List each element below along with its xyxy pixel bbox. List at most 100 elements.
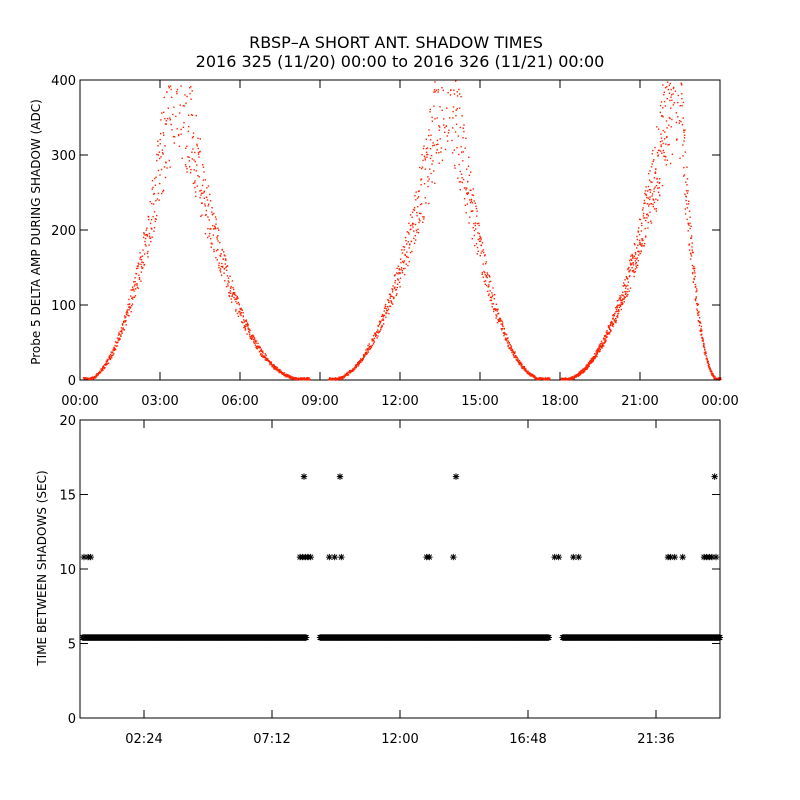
panel1-point	[653, 201, 656, 204]
panel1-point	[705, 352, 707, 354]
panel1-point	[85, 377, 88, 379]
panel1-point	[675, 112, 677, 114]
panel1-point	[634, 271, 636, 273]
panel1-point	[627, 293, 629, 296]
panel1-point	[276, 370, 278, 372]
panel1-point	[429, 168, 431, 170]
panel1-point	[459, 170, 461, 173]
panel1-point	[637, 244, 639, 246]
panel1-point	[604, 340, 606, 342]
panel1-point	[693, 270, 696, 272]
panel1-point	[619, 304, 622, 307]
panel1-point	[105, 363, 107, 365]
panel1-point	[374, 332, 377, 334]
panel1-point	[109, 358, 112, 361]
panel1-point	[260, 353, 262, 355]
panel1-point	[685, 181, 687, 183]
panel1-point	[220, 271, 222, 273]
panel1-point	[607, 333, 609, 335]
panel1-point	[606, 332, 608, 335]
panel1-point	[390, 300, 392, 302]
double-spacing-marker	[712, 553, 720, 561]
panel1-point	[474, 224, 476, 227]
double-spacing-marker	[326, 553, 333, 561]
panel1-point	[233, 288, 235, 291]
panel1-point	[208, 235, 210, 237]
panel1-point	[685, 199, 687, 202]
panel1-point	[475, 228, 477, 230]
panel1-point	[563, 377, 565, 380]
panel1-point	[147, 250, 149, 253]
panel1-point	[423, 218, 425, 220]
panel1-point	[226, 275, 229, 277]
panel1-point	[473, 234, 475, 237]
panel1-point	[652, 205, 654, 208]
panel1-point	[452, 106, 455, 108]
panel1-point	[358, 363, 360, 365]
panel1-point	[125, 316, 127, 318]
panel1-point	[718, 378, 720, 380]
panel1-point	[207, 216, 209, 218]
panel1-point	[217, 235, 219, 237]
panel1-point	[164, 118, 166, 120]
panel1-point	[618, 304, 620, 307]
panel1-point	[709, 368, 711, 371]
panel1-point	[695, 285, 697, 288]
panel1-point	[489, 296, 492, 298]
panel1-point	[373, 340, 375, 342]
panel1-point	[544, 377, 547, 379]
panel1-point	[622, 294, 624, 296]
panel1-point	[611, 325, 613, 327]
panel1-point	[397, 278, 399, 280]
panel1-point	[429, 139, 432, 141]
panel1-point	[102, 365, 105, 367]
panel1-point	[393, 275, 396, 277]
panel1-point	[698, 320, 700, 323]
panel1-point	[220, 265, 223, 268]
panel1-point	[162, 189, 165, 192]
panel1-point	[644, 217, 646, 219]
panel1-point	[500, 328, 502, 330]
panel1-point	[263, 355, 265, 357]
panel1-point	[632, 257, 634, 259]
panel1-point	[239, 313, 242, 315]
panel1-point	[163, 166, 166, 168]
panel1-point	[402, 246, 405, 248]
panel1-point	[309, 378, 311, 381]
panel1-point	[479, 240, 482, 242]
panel1-point	[436, 149, 438, 151]
panel1-point	[698, 314, 700, 316]
panel1-point	[513, 354, 515, 357]
panel1-point	[120, 327, 123, 329]
panel1-point	[668, 92, 671, 94]
panel1-point	[214, 228, 216, 230]
panel1-point	[242, 312, 244, 314]
panel1-point	[700, 330, 703, 332]
panel1-point	[468, 156, 470, 158]
panel1-point	[408, 247, 410, 249]
panel1-point	[235, 308, 237, 311]
panel1-point	[488, 293, 490, 295]
panel1-point	[512, 352, 515, 354]
panel1-point	[568, 377, 570, 379]
panel1-point	[172, 113, 174, 116]
panel1-point	[618, 299, 620, 301]
panel1-point	[629, 269, 632, 271]
panel1-point	[158, 157, 161, 160]
panel1-point	[497, 313, 499, 315]
panel1-point	[140, 263, 142, 266]
panel1-point	[425, 138, 427, 140]
panel1-point	[401, 249, 403, 251]
panel1-point	[153, 226, 156, 229]
panel1-point	[433, 105, 435, 107]
panel1-point	[493, 310, 495, 313]
panel1-point	[707, 362, 710, 365]
panel1-point	[652, 203, 654, 206]
panel1-point	[151, 188, 153, 190]
panel1-point	[362, 358, 364, 360]
panel1-point	[202, 164, 204, 166]
panel1-point	[606, 336, 608, 338]
panel1-point	[681, 93, 683, 95]
panel1-point	[527, 370, 529, 372]
panel1-point	[290, 375, 292, 378]
